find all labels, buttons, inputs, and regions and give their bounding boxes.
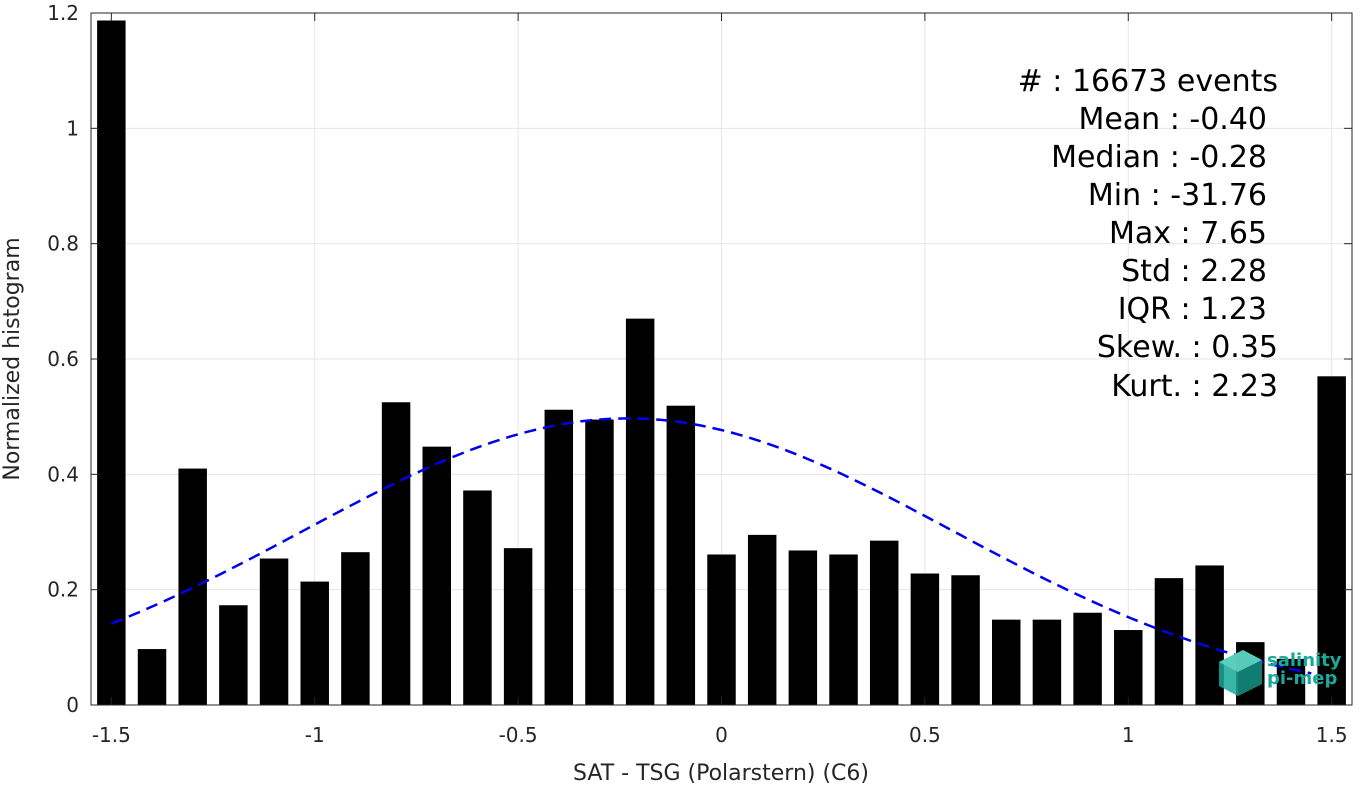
histogram-bar — [585, 419, 614, 705]
stats-std: Std : 2.28 — [1121, 254, 1267, 289]
cube-icon — [1219, 650, 1262, 696]
histogram-bar — [1154, 578, 1184, 705]
histogram-bar — [747, 534, 777, 705]
histogram-bar — [259, 558, 289, 705]
histogram-bar — [788, 550, 818, 705]
histogram-bar — [625, 318, 655, 705]
histogram-bar — [1073, 612, 1102, 705]
histogram-bar — [341, 552, 370, 705]
logo-line1: salinity — [1267, 650, 1342, 671]
histogram-bar — [97, 20, 126, 706]
y-tick-label: 0 — [66, 693, 79, 717]
axis-ticks: -1.5 -1 -0.5 0 0.5 1 1.5 0 0.2 0.4 0.6 0.8 1 1.2 — [47, 1, 1352, 747]
stats-median: Median : -0.28 — [1051, 140, 1267, 175]
x-tick-label: -1.5 — [92, 723, 131, 747]
logo-line2: pi-mep — [1267, 668, 1337, 689]
histogram-bar — [707, 554, 736, 705]
histogram-bar — [869, 540, 899, 705]
x-tick-label: -0.5 — [499, 723, 538, 747]
histogram-bar — [951, 575, 980, 705]
histogram-bar — [463, 490, 492, 705]
histogram-bar — [422, 446, 451, 705]
stats-events: # : 16673 events — [1018, 64, 1278, 99]
x-tick-label: 1 — [1122, 723, 1135, 747]
stats-iqr: IQR : 1.23 — [1118, 292, 1267, 327]
histogram-bar — [544, 409, 574, 705]
x-axis-title: SAT - TSG (Polarstern) (C6) — [573, 761, 869, 785]
x-tick-label: 1.5 — [1316, 723, 1348, 747]
bars — [97, 20, 1346, 706]
stats-min: Min : -31.76 — [1088, 178, 1267, 213]
stats-box: # : 16673 events Mean : -0.40 Median : -… — [1018, 64, 1278, 404]
y-tick-label: 0.6 — [47, 347, 79, 371]
histogram-bar — [910, 573, 940, 705]
histogram-bar — [300, 581, 329, 705]
y-tick-label: 0.8 — [47, 232, 79, 256]
histogram-bar — [829, 554, 858, 705]
histogram-bar — [666, 405, 696, 705]
histogram-bar — [137, 649, 167, 705]
y-axis-title: Normalized histogram — [0, 237, 25, 480]
x-tick-label: -1 — [305, 723, 325, 747]
histogram-bar — [1317, 376, 1346, 705]
histogram-bar — [219, 605, 248, 705]
histogram-bar — [503, 548, 533, 705]
stats-kurt: Kurt. : 2.23 — [1111, 369, 1278, 404]
x-tick-label: 0.5 — [909, 723, 941, 747]
histogram-bar — [1114, 630, 1143, 705]
histogram-bar — [381, 402, 411, 705]
stats-mean: Mean : -0.40 — [1078, 102, 1267, 137]
salinity-pimep-logo: salinity pi-mep — [1219, 650, 1342, 696]
gaussian-fit-curve — [110, 417, 1312, 675]
stats-skew: Skew. : 0.35 — [1097, 330, 1278, 365]
y-tick-label: 1.2 — [47, 1, 79, 25]
histogram-bar — [178, 468, 207, 705]
x-tick-label: 0 — [715, 723, 728, 747]
stats-max: Max : 7.65 — [1109, 216, 1267, 251]
histogram-bar — [1032, 619, 1062, 705]
y-tick-label: 0.4 — [47, 462, 79, 486]
y-tick-label: 1 — [66, 116, 79, 140]
y-tick-label: 0.2 — [47, 578, 79, 602]
histogram-bar — [992, 619, 1021, 705]
